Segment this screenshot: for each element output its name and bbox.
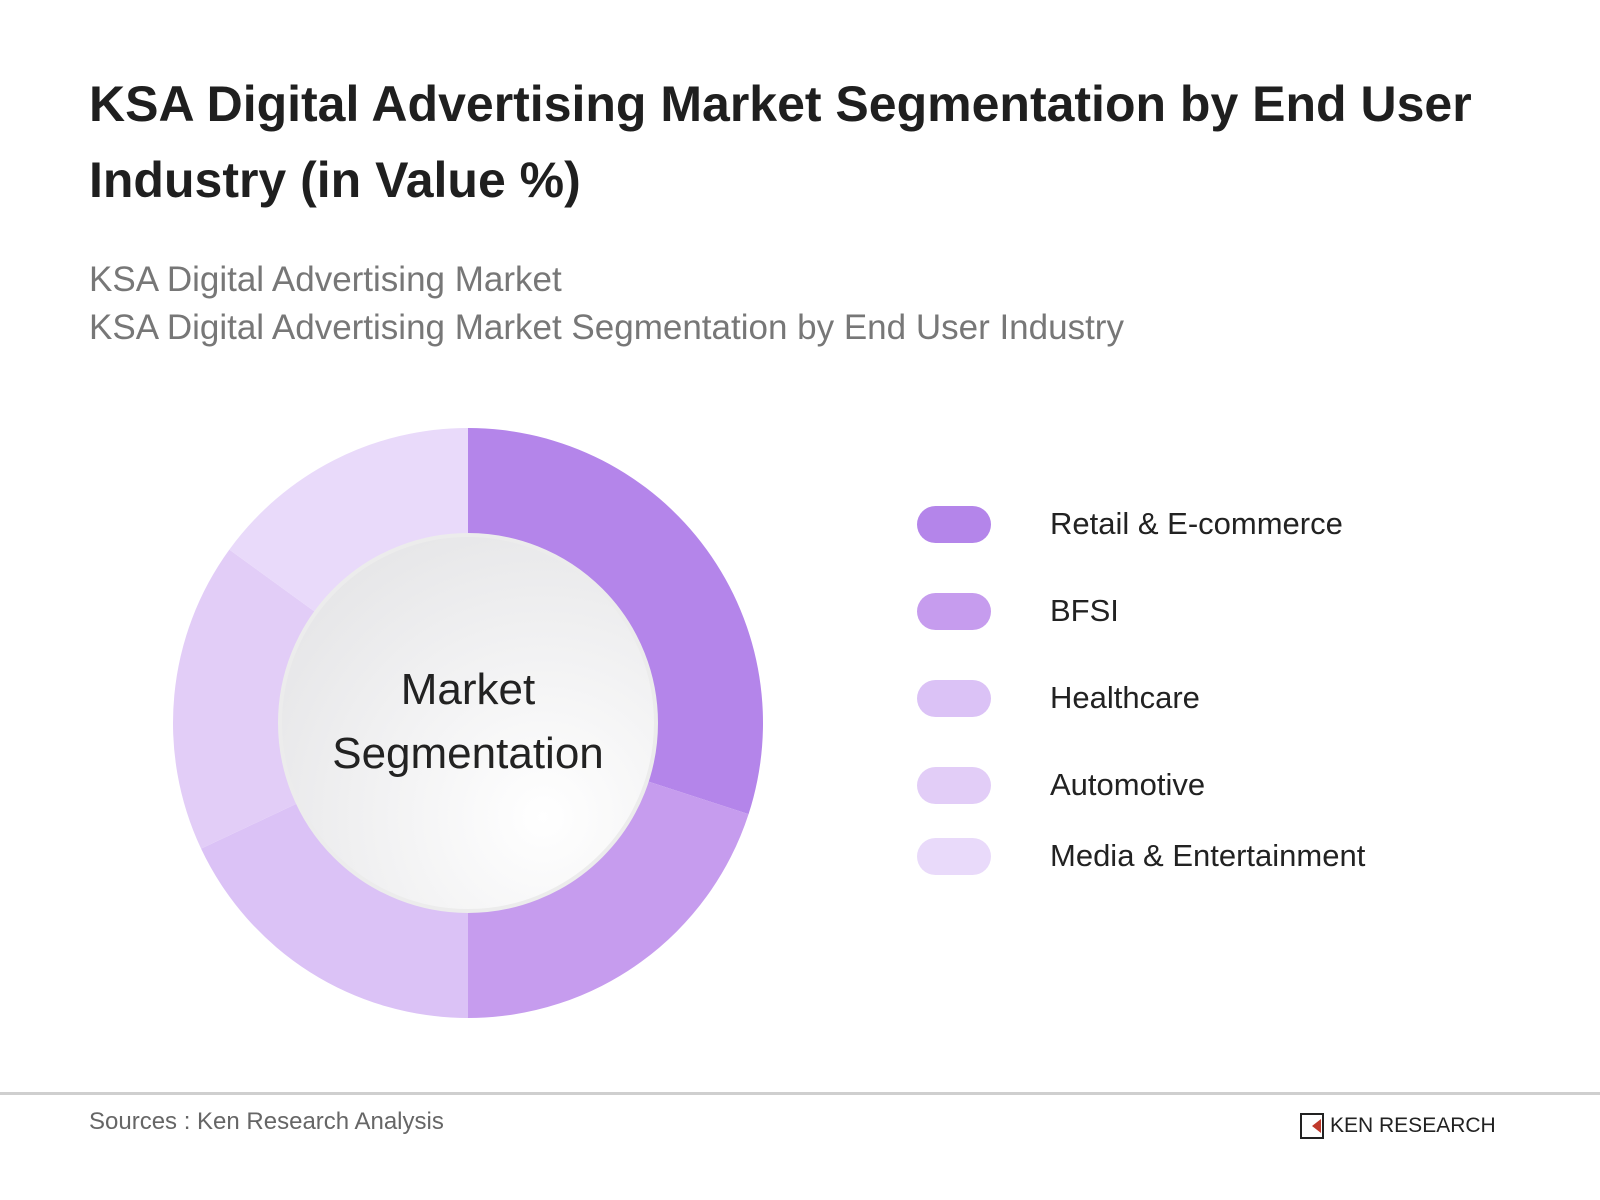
logo-text: KEN RESEARCH: [1330, 1114, 1496, 1137]
center-label: Market Segmentation: [318, 658, 618, 786]
chart-title: KSA Digital Advertising Market Segmentat…: [89, 76, 1472, 208]
legend-swatch: [917, 679, 991, 717]
donut-center: [278, 533, 658, 913]
slice-retail-e-commerce: [468, 428, 763, 815]
legend-label: Automotive: [1050, 767, 1206, 802]
logo-mark-icon: [1300, 1113, 1324, 1139]
slice-healthcare: [201, 802, 468, 1018]
legend-item: BFSI: [917, 592, 1119, 630]
legend-item: Media & Entertainment: [917, 837, 1365, 875]
center-label-line2: Segmentation: [332, 729, 604, 778]
legend-swatch: [917, 837, 991, 875]
source-note: Sources : Ken Research Analysis: [89, 1108, 444, 1135]
legend-swatch: [917, 505, 991, 543]
legend-label: Healthcare: [1050, 680, 1200, 715]
legend-item: Retail & E-commerce: [917, 505, 1343, 543]
center-label-line1: Market: [400, 665, 536, 714]
ken-research-logo: KEN RESEARCH: [1300, 1113, 1496, 1139]
slice-bfsi: [468, 780, 749, 1018]
slice-media-entertainment: [229, 428, 468, 614]
subtitle-market: KSA Digital Advertising Market: [89, 260, 562, 299]
subtitle-segmentation: KSA Digital Advertising Market Segmentat…: [89, 308, 1124, 347]
slice-automotive: [173, 549, 317, 849]
legend-label: Media & Entertainment: [1050, 838, 1366, 873]
legend-swatch: [917, 592, 991, 630]
footer-divider: [0, 1092, 1600, 1095]
legend-label: BFSI: [1050, 593, 1119, 628]
legend-swatch: [917, 766, 991, 804]
legend-label: Retail & E-commerce: [1050, 506, 1343, 541]
legend-item: Automotive: [917, 766, 1205, 804]
legend-item: Healthcare: [917, 679, 1200, 717]
